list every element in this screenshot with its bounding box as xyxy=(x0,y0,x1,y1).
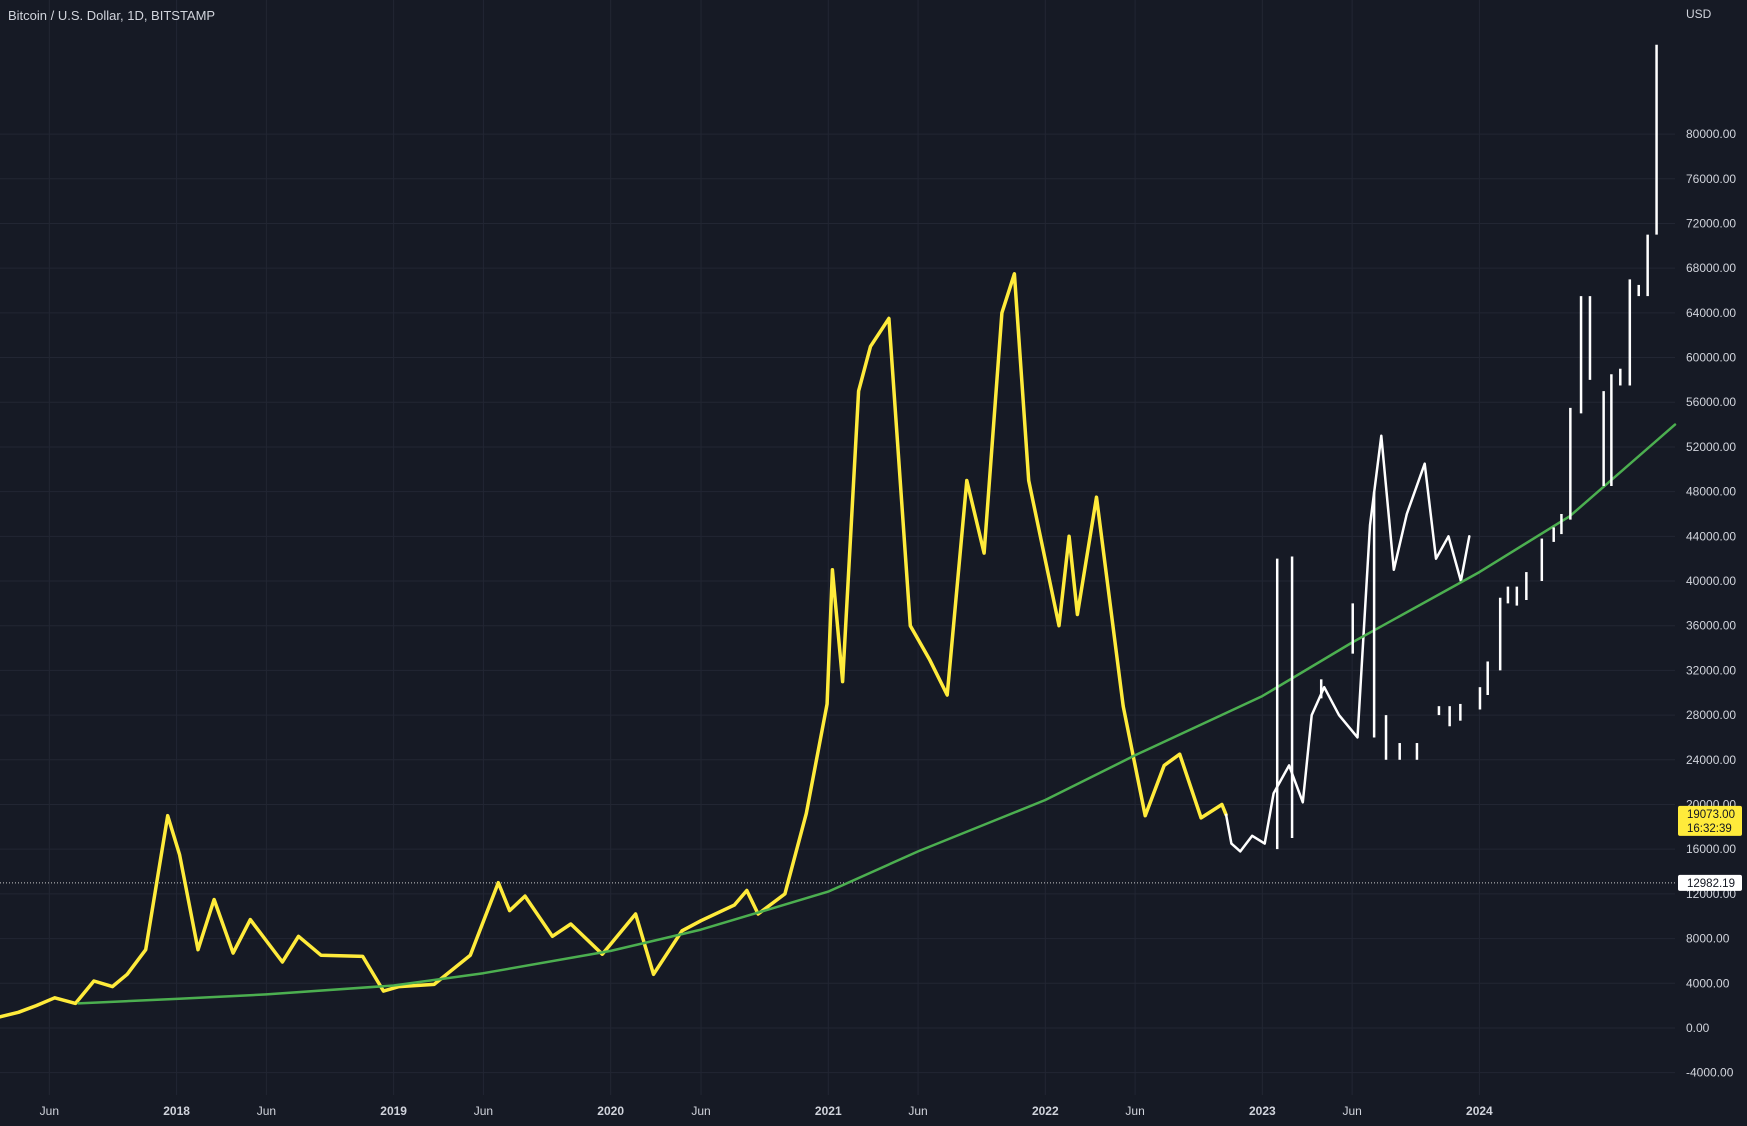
y-tick-label: 80000.00 xyxy=(1686,127,1736,141)
x-tick-label: 2019 xyxy=(380,1104,407,1118)
y-tick-label: 0.00 xyxy=(1686,1021,1710,1035)
price-series-line xyxy=(0,272,1228,1019)
y-tick-label: 76000.00 xyxy=(1686,172,1736,186)
last-price-badge xyxy=(1678,805,1742,836)
y-tick-label: 52000.00 xyxy=(1686,440,1736,454)
y-tick-label: 68000.00 xyxy=(1686,261,1736,275)
y-tick-label: 72000.00 xyxy=(1686,216,1736,230)
y-tick-label: 32000.00 xyxy=(1686,663,1736,677)
x-tick-label: 2021 xyxy=(815,1104,842,1118)
x-tick-label: Jun xyxy=(257,1104,276,1118)
projection-bars xyxy=(1275,44,1658,850)
x-tick-label: 2020 xyxy=(597,1104,624,1118)
axis-price-labels: 19073.00 16:32:39 12982.19 xyxy=(1678,805,1742,891)
y-tick-label: 8000.00 xyxy=(1686,932,1730,946)
x-tick-label: Jun xyxy=(474,1104,493,1118)
x-tick-label: 2023 xyxy=(1249,1104,1276,1118)
projection-series-line xyxy=(1224,434,1471,853)
price-axis[interactable]: USD -4000.000.004000.008000.0012000.0016… xyxy=(1686,7,1736,1080)
x-tick-label: 2018 xyxy=(163,1104,190,1118)
trend-curve-line xyxy=(77,423,1677,1005)
x-tick-label: Jun xyxy=(1125,1104,1144,1118)
y-tick-label: 40000.00 xyxy=(1686,574,1736,588)
y-tick-label: 4000.00 xyxy=(1686,976,1730,990)
y-tick-label: 56000.00 xyxy=(1686,395,1736,409)
level-price-value: 12982.19 xyxy=(1687,878,1735,890)
chart-grid xyxy=(0,0,1675,1095)
x-tick-label: Jun xyxy=(40,1104,59,1118)
y-tick-label: 64000.00 xyxy=(1686,306,1736,320)
time-axis[interactable]: Jun 2018 Jun 2019 Jun 2020 Jun 2021 Jun 2022 Jun 20… xyxy=(40,1104,1493,1118)
y-tick-label: 48000.00 xyxy=(1686,485,1736,499)
y-tick-label: 60000.00 xyxy=(1686,351,1736,365)
y-tick-label: 36000.00 xyxy=(1686,619,1736,633)
x-tick-label: Jun xyxy=(1342,1104,1361,1118)
y-tick-label: -4000.00 xyxy=(1686,1066,1734,1080)
x-tick-label: 2022 xyxy=(1032,1104,1059,1118)
level-price-badge xyxy=(1678,874,1742,891)
last-price-value: 19073.00 xyxy=(1687,809,1735,821)
chart-series xyxy=(0,272,1677,1019)
y-tick-label: 28000.00 xyxy=(1686,708,1736,722)
y-tick-label: 16000.00 xyxy=(1686,842,1736,856)
axis-currency-label: USD xyxy=(1686,7,1712,21)
bar-countdown-timer: 16:32:39 xyxy=(1687,823,1732,835)
x-tick-label: Jun xyxy=(908,1104,927,1118)
y-tick-label: 24000.00 xyxy=(1686,753,1736,767)
x-tick-label: Jun xyxy=(691,1104,710,1118)
y-tick-label: 44000.00 xyxy=(1686,529,1736,543)
chart-title: Bitcoin / U.S. Dollar, 1D, BITSTAMP xyxy=(8,8,216,23)
x-tick-label: 2024 xyxy=(1466,1104,1493,1118)
